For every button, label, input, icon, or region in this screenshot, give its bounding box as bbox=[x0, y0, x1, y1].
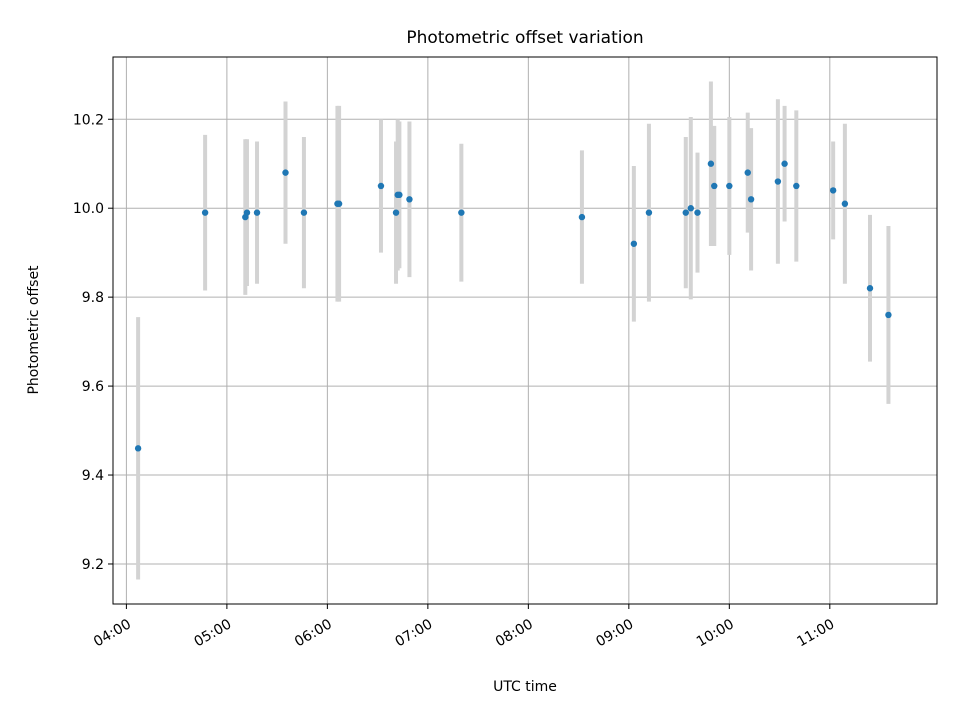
chart-title: Photometric offset variation bbox=[406, 28, 643, 48]
data-point bbox=[682, 209, 689, 216]
data-point bbox=[282, 169, 289, 176]
data-point bbox=[300, 209, 308, 216]
y-tick-label: 9.8 bbox=[82, 290, 104, 306]
data-point bbox=[396, 191, 403, 199]
data-point bbox=[781, 160, 788, 167]
data-point bbox=[458, 209, 465, 216]
point-layer bbox=[134, 160, 892, 452]
data-point bbox=[335, 200, 343, 207]
data-point bbox=[793, 182, 800, 190]
data-point bbox=[134, 445, 142, 452]
data-point bbox=[253, 209, 261, 216]
data-point bbox=[392, 209, 400, 216]
data-point bbox=[774, 178, 782, 185]
data-point bbox=[866, 285, 874, 292]
y-tick-label: 10.2 bbox=[73, 112, 104, 128]
data-point bbox=[201, 209, 209, 216]
data-point bbox=[406, 196, 413, 203]
data-point bbox=[645, 209, 653, 216]
plot-frame bbox=[112, 56, 938, 605]
grid-layer bbox=[113, 57, 937, 604]
data-point bbox=[841, 200, 849, 207]
x-axis-label: UTC time bbox=[493, 679, 557, 695]
data-point bbox=[630, 240, 638, 247]
y-axis-label: Photometric offset bbox=[26, 265, 42, 395]
y-tick-label: 10.0 bbox=[73, 201, 104, 217]
data-point bbox=[885, 311, 892, 319]
data-point bbox=[578, 213, 586, 221]
data-point bbox=[243, 209, 251, 216]
data-point bbox=[707, 160, 715, 167]
y-tick-label: 9.6 bbox=[82, 379, 104, 395]
data-point bbox=[744, 169, 751, 176]
data-point bbox=[687, 205, 695, 212]
data-point bbox=[747, 196, 755, 203]
data-point bbox=[377, 182, 385, 190]
data-point bbox=[829, 187, 837, 194]
data-point bbox=[711, 182, 718, 190]
y-tick-label: 9.4 bbox=[82, 468, 104, 484]
data-point bbox=[726, 182, 733, 190]
y-tick-label: 9.2 bbox=[82, 557, 104, 573]
data-point bbox=[694, 209, 701, 216]
